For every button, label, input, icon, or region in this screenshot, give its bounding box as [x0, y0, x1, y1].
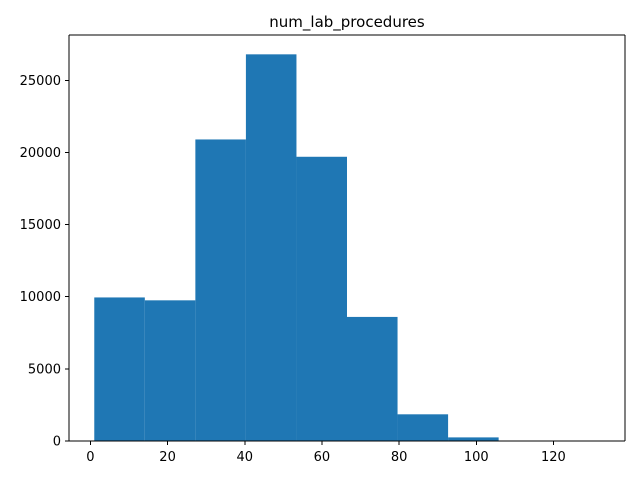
y-tick-label: 20000: [20, 146, 61, 161]
histogram-bar: [347, 316, 398, 441]
histogram-bar: [245, 54, 297, 441]
histogram-bar: [195, 139, 246, 442]
histogram-bar: [448, 437, 499, 441]
y-tick-label: 0: [53, 435, 61, 450]
y-tick-label: 5000: [28, 362, 61, 377]
y-axis-ticks: 0 5000 10000 15000 20000 25000: [20, 74, 69, 450]
x-tick-label: 40: [236, 450, 253, 465]
x-tick-label: 80: [391, 450, 408, 465]
x-tick-label: 20: [159, 450, 176, 465]
histogram-bar: [144, 300, 196, 441]
x-tick-label: 60: [314, 450, 331, 465]
y-tick-label: 10000: [20, 290, 61, 305]
x-tick-label: 0: [86, 450, 94, 465]
y-tick-label: 15000: [20, 218, 61, 233]
chart-title: num_lab_procedures: [269, 13, 425, 32]
histogram-bar: [296, 156, 347, 441]
histogram-bar: [397, 414, 449, 441]
x-tick-label: 120: [541, 450, 566, 465]
x-axis-ticks: 0 20 40 60 80 100 120: [86, 441, 566, 465]
bars-layer: [94, 54, 600, 442]
y-tick-label: 25000: [20, 74, 61, 89]
histogram-bar: [94, 297, 145, 441]
x-tick-label: 100: [464, 450, 489, 465]
axes-layer: [68, 34, 626, 442]
